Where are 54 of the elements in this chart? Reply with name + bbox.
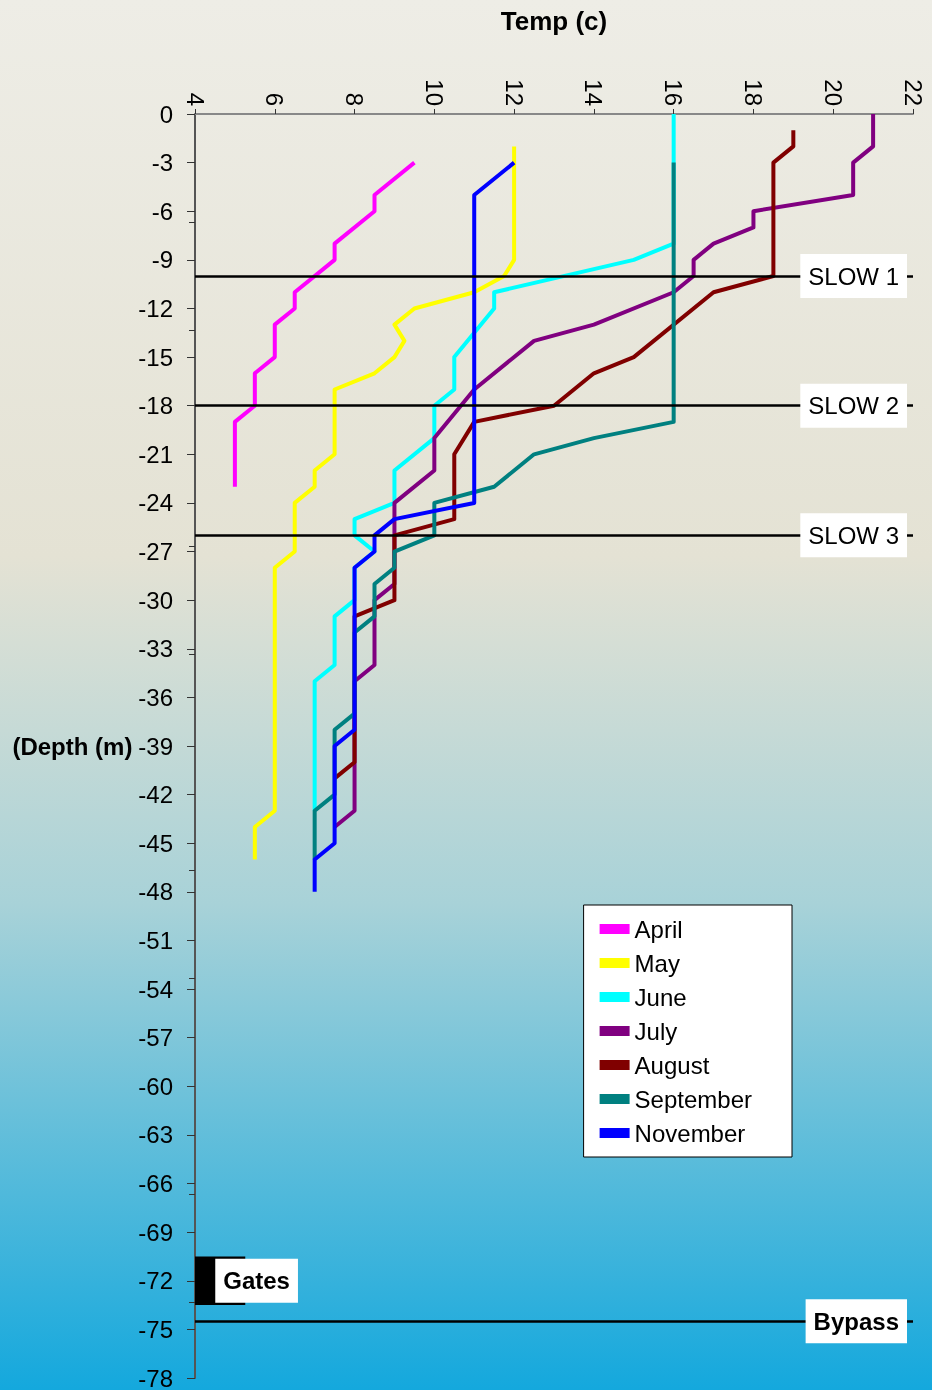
- legend-label: August: [634, 1051, 710, 1079]
- y-tick-label: -24: [138, 489, 173, 517]
- y-tick-label: -36: [138, 683, 173, 711]
- ref-line-label: Bypass: [813, 1307, 899, 1335]
- y-tick-label: -69: [138, 1218, 173, 1246]
- y-tick-label: -63: [138, 1121, 173, 1149]
- y-tick-label: -39: [138, 732, 173, 760]
- legend-label: June: [634, 983, 687, 1011]
- y-tick-label: -33: [138, 635, 173, 663]
- y-tick-label: -6: [151, 197, 173, 225]
- legend-label: April: [634, 915, 683, 943]
- line-series: [312, 160, 517, 894]
- x-tick-label: 18: [739, 79, 767, 106]
- y-tick-label: -48: [138, 878, 173, 906]
- y-tick-label: 0: [159, 100, 173, 128]
- x-tick-label: 6: [261, 92, 289, 106]
- y-tick-label: -21: [138, 440, 173, 468]
- legend-label: November: [634, 1119, 746, 1147]
- x-tick-label: 22: [899, 79, 927, 106]
- x-tick-label: 8: [341, 92, 369, 106]
- y-tick-label: -75: [138, 1315, 173, 1343]
- line-series: [232, 160, 417, 489]
- ref-line-label: SLOW 2: [808, 392, 899, 420]
- y-tick-label: -78: [138, 1364, 173, 1390]
- x-axis-title: Temp (c): [500, 6, 608, 36]
- y-tick-label: -66: [138, 1170, 173, 1198]
- x-tick-label: 14: [580, 79, 608, 106]
- x-tick-label: 20: [819, 79, 847, 106]
- y-tick-label: -54: [138, 975, 173, 1003]
- y-tick-label: -9: [151, 246, 173, 274]
- band-label: Gates: [223, 1267, 290, 1295]
- y-tick-label: -27: [138, 538, 173, 566]
- x-tick-label: 12: [500, 79, 528, 106]
- y-tick-label: -60: [138, 1072, 173, 1100]
- legend-label: May: [634, 949, 680, 977]
- y-tick-label: -3: [151, 149, 173, 177]
- y-tick-label: -42: [138, 781, 173, 809]
- y-tick-label: -18: [138, 392, 173, 420]
- x-tick-label: 4: [181, 92, 209, 106]
- y-tick-label: -51: [138, 926, 173, 954]
- y-tick-label: -72: [138, 1267, 173, 1295]
- legend-label: July: [634, 1017, 678, 1045]
- y-tick-label: -15: [138, 343, 173, 371]
- x-tick-label: 16: [660, 79, 688, 106]
- legend-label: September: [634, 1085, 753, 1113]
- x-tick-label: 10: [420, 79, 448, 106]
- ref-line-label: SLOW 3: [808, 521, 899, 549]
- line-series: [252, 144, 517, 862]
- y-axis-title: (Depth (m): [12, 732, 133, 760]
- y-tick-label: -12: [138, 294, 173, 322]
- ref-line-label: SLOW 1: [808, 262, 899, 290]
- y-tick-label: -57: [138, 1024, 173, 1052]
- y-tick-label: -45: [138, 829, 173, 857]
- y-tick-label: -30: [138, 586, 173, 614]
